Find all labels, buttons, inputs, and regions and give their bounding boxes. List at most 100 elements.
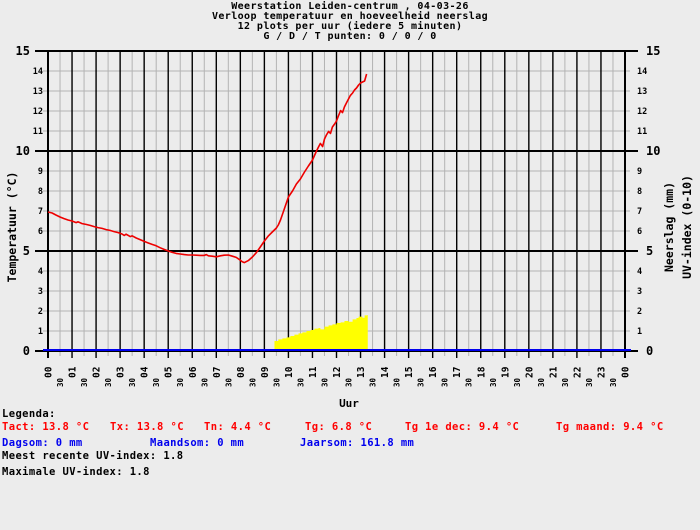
- y-axis-label-right: 12: [637, 107, 647, 117]
- y-axis-label-right: 0: [646, 344, 653, 358]
- legend-temp-item-3: Tg: 6.8 °C: [305, 421, 373, 433]
- temperature-line: [47, 73, 368, 264]
- uv-index-area: [274, 315, 368, 351]
- y-axis-label-left: 4: [38, 267, 43, 277]
- y-axis-label-left: 3: [38, 287, 43, 297]
- x-axis-half-hour-label: 30: [152, 377, 161, 387]
- x-axis-half-hour-label: 30: [561, 377, 570, 387]
- y-axis-label-left: 6: [38, 227, 43, 237]
- x-axis-half-hour-label: 30: [369, 377, 378, 387]
- x-axis-hour-label: 16: [428, 366, 439, 378]
- x-axis-half-hour-label: 30: [465, 377, 474, 387]
- legend-uv-recent: Meest recente UV-index: 1.8: [2, 450, 184, 462]
- x-axis-half-hour-label: 30: [393, 377, 402, 387]
- legend-temp-item-1: Tx: 13.8 °C: [110, 421, 184, 433]
- y-axis-label-right: 3: [637, 287, 642, 297]
- y-axis-label-left: 15: [16, 44, 30, 58]
- x-axis-half-hour-label: 30: [128, 377, 137, 387]
- x-axis-half-hour-label: 30: [609, 377, 618, 387]
- x-axis-hour-label: 07: [212, 367, 223, 378]
- x-axis-hour-label: 17: [452, 367, 463, 378]
- x-axis-title: Uur: [339, 397, 359, 410]
- y-axis-label-right: 2: [637, 307, 642, 317]
- y-axis-label-right: 14: [637, 67, 647, 77]
- x-axis-half-hour-label: 30: [537, 377, 546, 387]
- x-axis-half-hour-label: 30: [80, 377, 89, 387]
- y-axis-label-right: 6: [637, 227, 642, 237]
- y-axis-label-left: 2: [38, 307, 43, 317]
- x-axis-half-hour-label: 30: [489, 377, 498, 387]
- x-axis-hour-label: 00: [621, 366, 632, 378]
- y-axis-label-right: 10: [646, 144, 660, 158]
- x-axis-half-hour-label: 30: [513, 377, 522, 387]
- title-subtitle: Verloop temperatuur en hoeveelheid neers…: [211, 11, 489, 22]
- y-axis-label-left: 8: [38, 187, 43, 197]
- x-axis-half-hour-label: 30: [248, 377, 257, 387]
- x-axis-half-hour-label: 30: [272, 377, 281, 387]
- x-axis-half-hour-label: 30: [417, 377, 426, 387]
- x-axis-half-hour-label: 30: [585, 377, 594, 387]
- y-axis-label-right: 7: [637, 207, 642, 217]
- y-axis-label-right: 8: [637, 187, 642, 197]
- x-axis-half-hour-label: 30: [56, 377, 65, 387]
- x-axis-hour-label: 12: [332, 367, 343, 378]
- x-axis-hour-label: 23: [596, 366, 607, 378]
- y-axis-label-left: 14: [33, 67, 43, 77]
- y-axis-label-right: 13: [637, 87, 647, 97]
- y-axis-label-left: 5: [23, 244, 30, 258]
- y-axis-label-right: 4: [637, 267, 642, 277]
- x-axis-hour-label: 04: [140, 366, 151, 378]
- x-axis-hour-label: 08: [236, 366, 247, 378]
- y-axis-label-left: 1: [38, 327, 43, 337]
- x-axis-hour-label: 06: [188, 366, 199, 378]
- legend-temp-item-0: Tact: 13.8 °C: [2, 421, 90, 433]
- x-axis-half-hour-label: 30: [296, 377, 305, 387]
- x-axis-half-hour-label: 30: [200, 377, 209, 387]
- x-axis-half-hour-label: 30: [441, 377, 450, 387]
- y-axis-label-right: 5: [646, 244, 653, 258]
- legend-rain-item-2: Jaarsom: 161.8 mm: [300, 437, 415, 449]
- y-axis-label-right: 1: [637, 327, 642, 337]
- title-station-date: Weerstation Leiden-centrum , 04-03-26: [231, 1, 469, 12]
- x-axis-half-hour-label: 30: [176, 377, 185, 387]
- legend-rain-item-0: Dagsom: 0 mm: [2, 437, 83, 449]
- x-axis-hour-label: 02: [92, 367, 103, 378]
- x-axis-hour-label: 03: [116, 366, 127, 378]
- x-axis-hour-label: 00: [44, 366, 55, 378]
- x-axis-hour-label: 09: [260, 366, 271, 378]
- x-axis-hour-label: 21: [548, 366, 559, 378]
- y-axis-label-left: 11: [33, 127, 43, 137]
- x-axis-hour-label: 19: [500, 366, 511, 378]
- y-axis-label-right: 11: [637, 127, 647, 137]
- y-axis-label-right: 15: [646, 44, 660, 58]
- x-axis-hour-label: 14: [380, 366, 391, 378]
- x-axis-half-hour-label: 30: [104, 377, 113, 387]
- legend-rain-item-1: Maandsom: 0 mm: [150, 437, 245, 449]
- y-axis-title-left: Temperatuur (°C): [5, 172, 19, 283]
- x-axis-hour-label: 10: [284, 366, 295, 378]
- y-axis-label-left: 12: [33, 107, 43, 117]
- x-axis-hour-label: 13: [356, 366, 367, 378]
- x-axis-hour-label: 18: [476, 366, 487, 378]
- x-axis-half-hour-label: 30: [224, 377, 233, 387]
- page-title-block: Weerstation Leiden-centrum , 04-03-26 Ve…: [0, 2, 700, 42]
- title-gdt-points: G / D / T punten: 0 / 0 / 0: [263, 31, 437, 42]
- y-axis-title-right-uv: UV-index (0-10): [680, 175, 694, 279]
- x-axis-hour-label: 22: [572, 367, 583, 378]
- y-axis-label-left: 9: [38, 167, 43, 177]
- y-axis-title-right-neerslag: Neerslag (mm): [662, 182, 676, 272]
- legend-heading: Legenda:: [2, 408, 56, 420]
- x-axis-hour-label: 20: [524, 366, 535, 378]
- x-axis-hour-label: 01: [68, 366, 79, 378]
- x-axis-hour-label: 05: [164, 366, 175, 378]
- y-axis-label-right: 9: [637, 167, 642, 177]
- x-axis-hour-label: 15: [404, 366, 415, 378]
- x-axis-hour-label: 11: [308, 366, 319, 378]
- legend-uv-max: Maximale UV-index: 1.8: [2, 466, 150, 478]
- legend-temp-item-2: Tn: 4.4 °C: [204, 421, 272, 433]
- y-axis-label-left: 7: [38, 207, 43, 217]
- legend-temp-item-4: Tg 1e dec: 9.4 °C: [405, 421, 520, 433]
- y-axis-label-left: 10: [16, 144, 30, 158]
- x-axis-half-hour-label: 30: [345, 377, 354, 387]
